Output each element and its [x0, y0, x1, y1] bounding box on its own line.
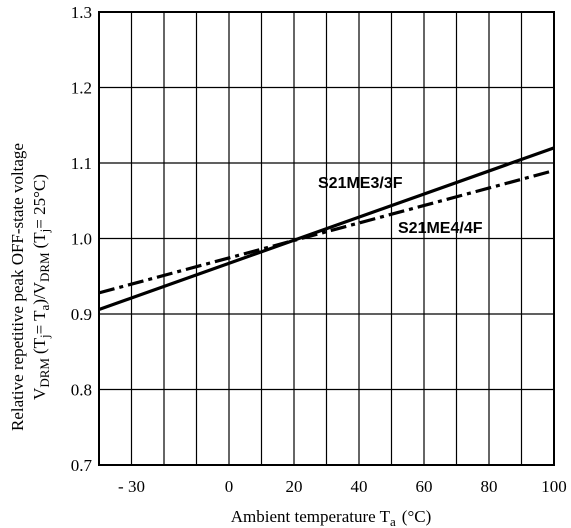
series-line-1 — [98, 169, 555, 295]
series-lines — [98, 146, 555, 311]
x-tick-label: 20 — [286, 477, 303, 496]
series-label-s21me3: S21ME3/3F — [318, 175, 403, 192]
series-label-s21me4: S21ME4/4F — [398, 220, 483, 237]
x-tick-label: - 30 — [118, 477, 145, 496]
plot-frame — [98, 11, 555, 466]
x-axis-title: Ambient temperature Ta (°C) — [231, 507, 432, 528]
x-tick-label: 80 — [481, 477, 498, 496]
y-axis-title-line2: VDRM(Tj= Ta)/VDRM(Tj= 25°C) — [30, 174, 52, 400]
y-tick-label: 0.9 — [71, 305, 92, 324]
horizontal-gridlines — [99, 86, 554, 391]
y-tick-label: 1.1 — [71, 154, 92, 173]
y-tick-label: 1.3 — [71, 3, 92, 22]
y-tick-label: 1.2 — [71, 79, 92, 98]
series-line-0 — [98, 146, 555, 311]
y-tick-label: 0.8 — [71, 381, 92, 400]
x-tick-label: 100 — [541, 477, 567, 496]
x-tick-label: 0 — [225, 477, 234, 496]
y-tick-label: 0.7 — [71, 456, 93, 475]
x-tick-labels: - 30 0 20 40 60 80 100 — [118, 477, 567, 496]
x-tick-label: 60 — [416, 477, 433, 496]
x-tick-label: 40 — [351, 477, 368, 496]
y-tick-labels: 0.7 0.8 0.9 1.0 1.1 1.2 1.3 — [71, 3, 93, 475]
y-tick-label: 1.0 — [71, 230, 92, 249]
y-axis-title-line1: Relative repetitive peak OFF-state volta… — [8, 143, 27, 431]
